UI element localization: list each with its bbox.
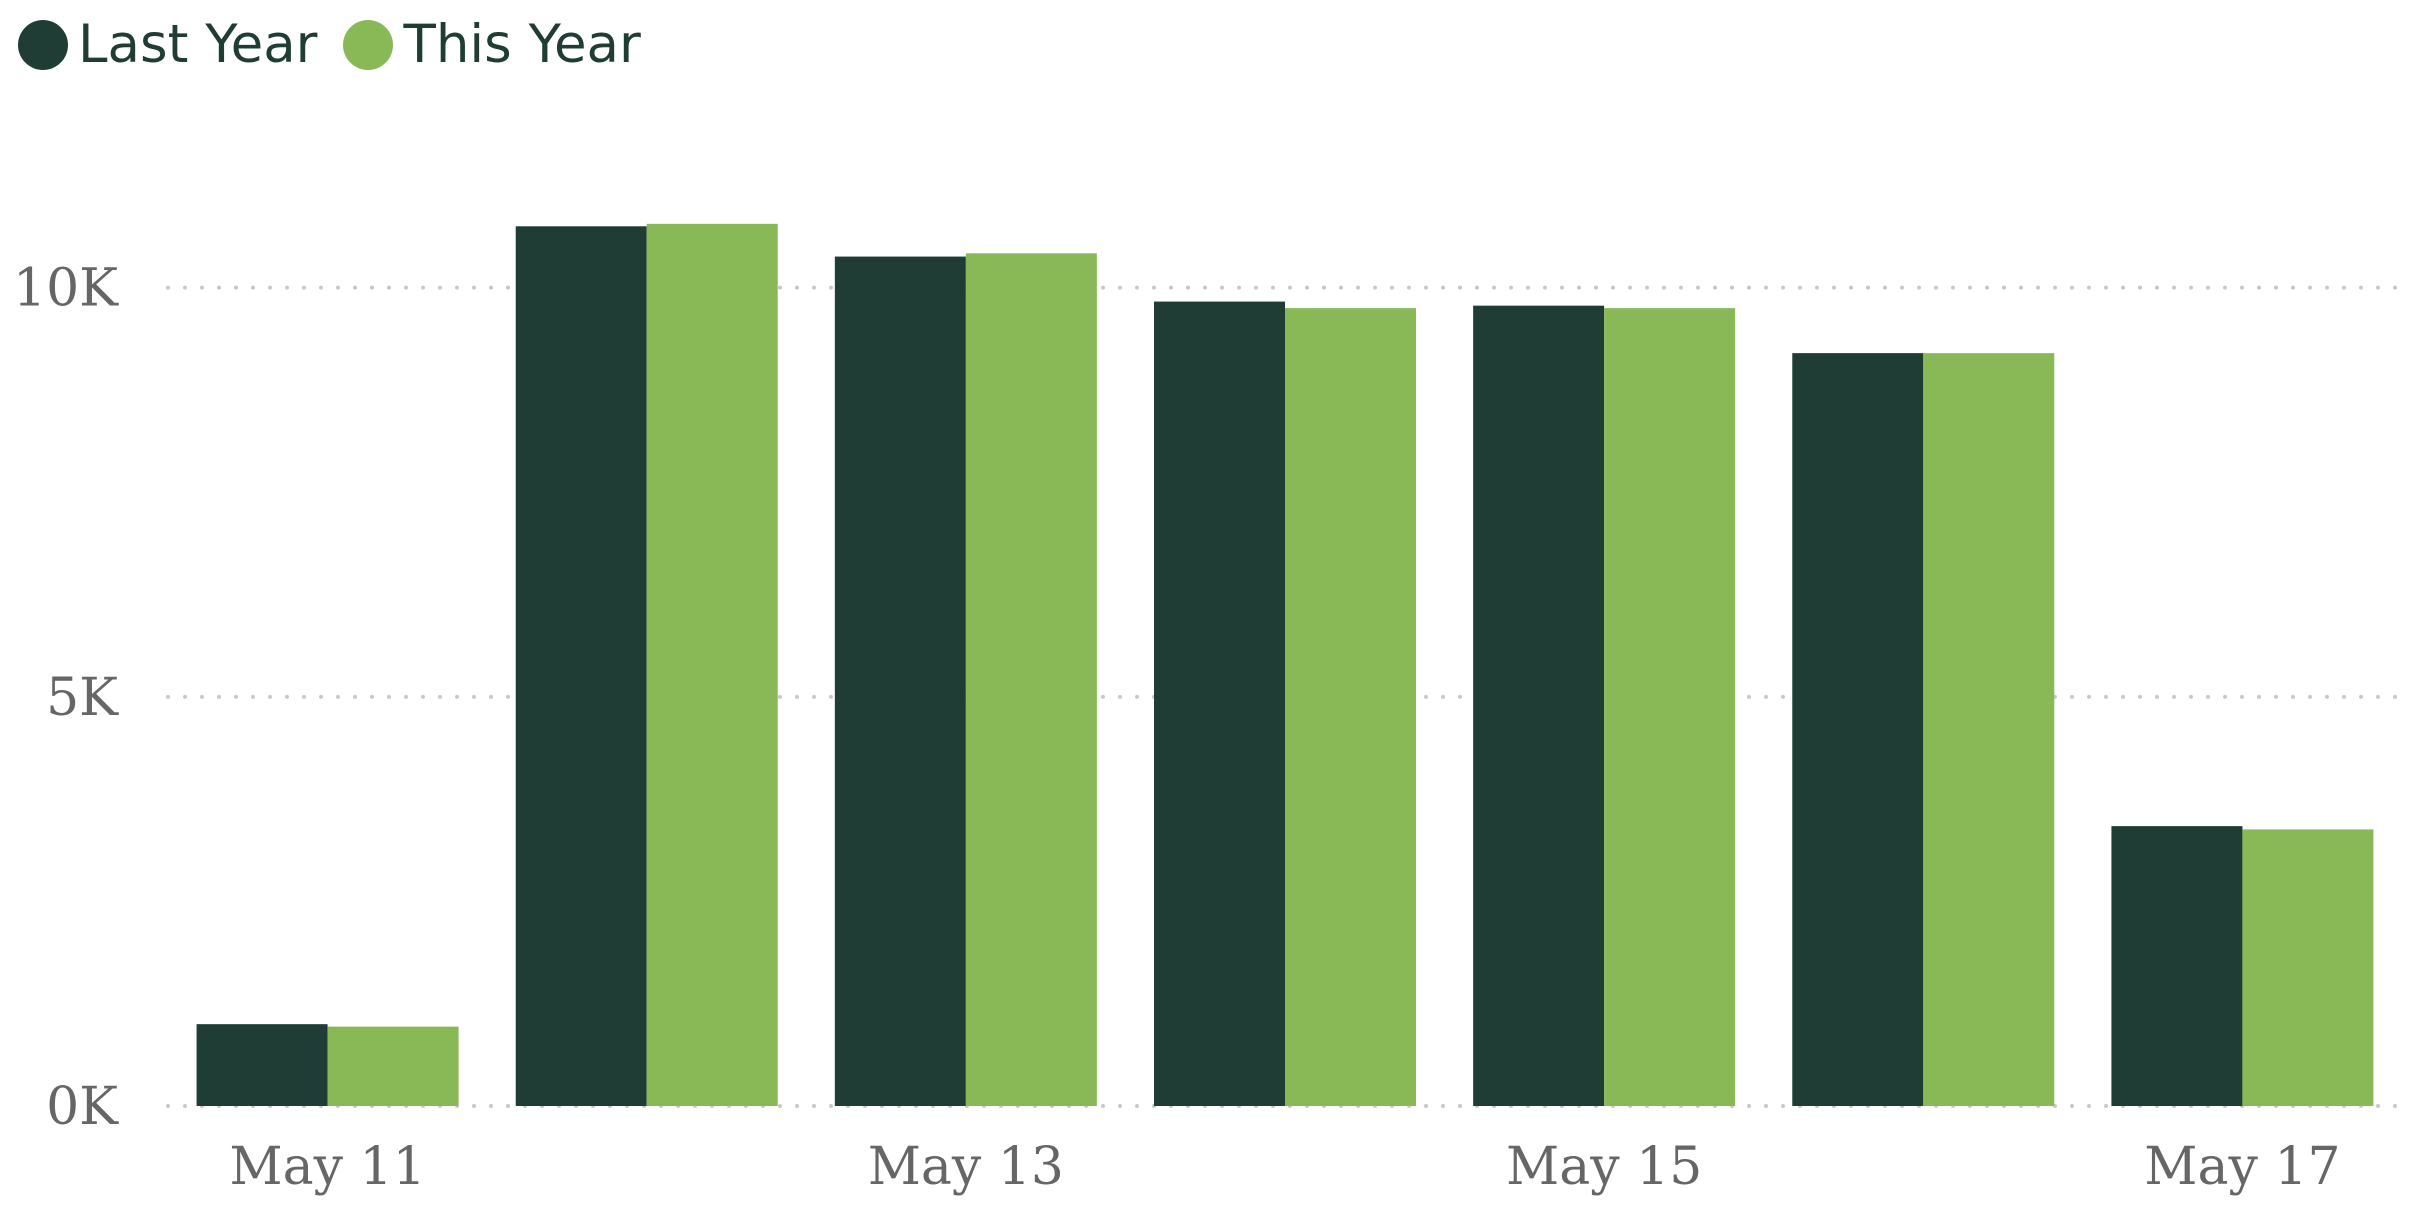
y-tick-label: 0K [46, 1077, 119, 1137]
y-tick-label: 5K [46, 668, 119, 728]
legend-label-last-year: Last Year [78, 14, 318, 75]
y-tick-label: 10K [13, 259, 119, 319]
legend-label-this-year: This Year [403, 14, 641, 75]
legend: Last Year This Year [18, 14, 641, 75]
legend-swatch-last-year [18, 19, 68, 70]
bar-last-year-may-11[interactable] [196, 1024, 328, 1106]
legend-item-last-year[interactable]: Last Year [18, 14, 317, 75]
bar-last-year-may-16[interactable] [1792, 353, 1924, 1107]
y-axis: 0K 5K 10K [13, 259, 119, 1137]
bar-last-year-may-13[interactable] [834, 256, 966, 1106]
legend-item-this-year[interactable]: This Year [343, 14, 641, 75]
bar-last-year-may-17[interactable] [2111, 826, 2243, 1106]
x-axis: May 11 May 13 May 15 May 17 [229, 1137, 2340, 1197]
x-tick-label: May 15 [1506, 1137, 1702, 1197]
bar-this-year-may-15[interactable] [1604, 308, 1736, 1106]
bar-last-year-may-14[interactable] [1154, 301, 1285, 1106]
x-tick-label: May 11 [229, 1137, 425, 1197]
x-tick-label: May 13 [868, 1137, 1064, 1197]
bar-this-year-may-16[interactable] [1923, 353, 2055, 1107]
bar-this-year-may-11[interactable] [327, 1026, 459, 1106]
bar-this-year-may-14[interactable] [1285, 308, 1416, 1106]
bar-this-year-may-17[interactable] [2242, 829, 2374, 1106]
bar-this-year-may-13[interactable] [965, 253, 1097, 1107]
bar-last-year-may-15[interactable] [1473, 305, 1605, 1106]
bars [196, 223, 2374, 1107]
x-tick-label: May 17 [2144, 1137, 2340, 1197]
bar-this-year-may-12[interactable] [646, 223, 778, 1106]
legend-swatch-this-year [343, 19, 394, 70]
bar-last-year-may-12[interactable] [515, 226, 647, 1106]
